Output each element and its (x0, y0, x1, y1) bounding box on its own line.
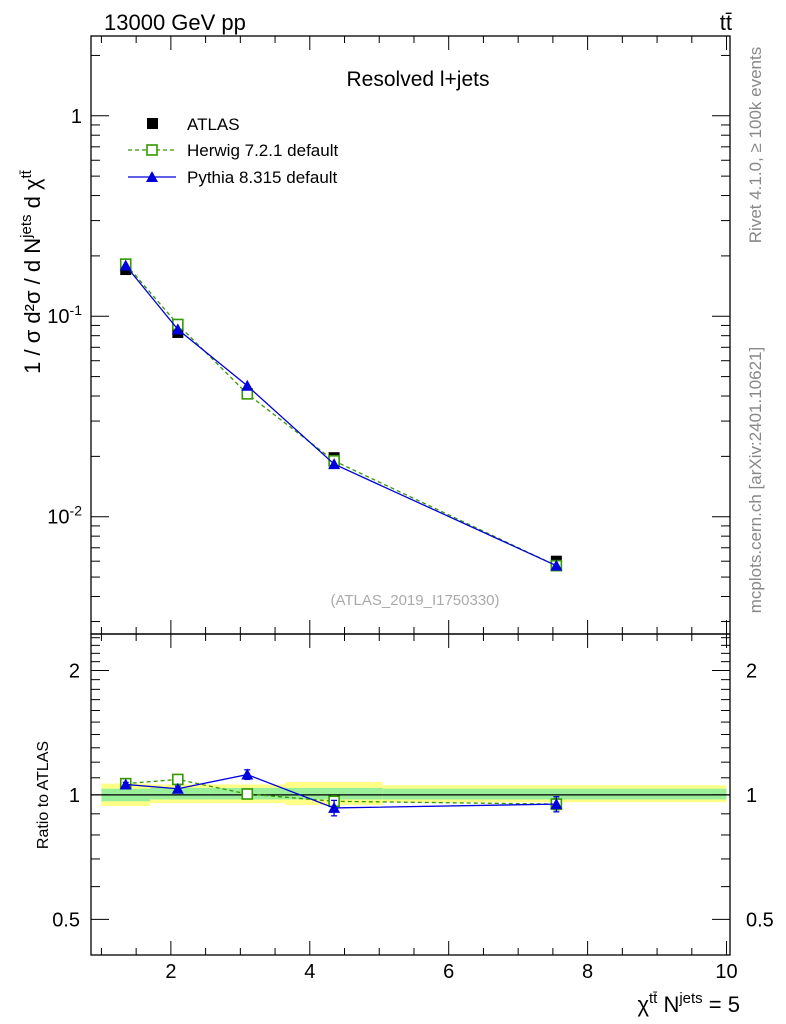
ratio-pythia-point (119, 778, 132, 790)
legend-entry-atlas: ATLAS (147, 115, 240, 134)
main-panel: 1 10-1 10-2 Resolved l+jets (ATLAS_2019_I1… (18, 35, 731, 635)
ratio-y-tick-labels: 2 2 1 1 0.5 0.5 (52, 660, 774, 931)
main-pythia-line (125, 265, 557, 567)
analysis-watermark: (ATLAS_2019_I1750330) (330, 592, 499, 609)
x-tick-label: 8 (582, 961, 593, 983)
ratio-y-tick-label-left: 0.5 (52, 909, 80, 931)
x-tick-label: 6 (443, 961, 454, 983)
ratio-y-tick-label-left: 2 (69, 660, 80, 682)
x-tick-labels: 2 4 6 8 10 (165, 961, 737, 983)
ratio-y-tick-label-right: 0.5 (746, 909, 774, 931)
y-tick-label: 10-1 (47, 302, 82, 328)
process-label: tt̄ (720, 10, 732, 35)
main-pythia-point (550, 559, 563, 571)
x-tick-label: 10 (715, 961, 737, 983)
ratio-axis-ticks (91, 634, 730, 955)
ratio-panel: 2 2 1 1 0.5 0.5 2 4 6 8 10 Ratio to ATLAS χtt̄ Nj… (35, 633, 774, 1017)
main-pythia-point (171, 323, 184, 335)
stat-uncertainty-band (285, 787, 383, 800)
main-y-axis-label: 1 / σ d²σ / d Njets d χtt̄ (18, 169, 45, 374)
legend-entry-pythia: Pythia 8.315 default (128, 168, 338, 187)
main-herwig-line (125, 263, 557, 567)
ratio-pythia-point (328, 801, 341, 813)
y-tick-label: 10-2 (47, 503, 82, 529)
main-y-tick-labels: 1 10-1 10-2 (47, 106, 82, 529)
ratio-pythia-point (241, 768, 254, 780)
main-pythia-point (241, 379, 254, 391)
legend-herwig-label: Herwig 7.2.1 default (187, 141, 338, 160)
x-tick-label: 2 (165, 961, 176, 983)
main-pythia-point (328, 458, 341, 470)
ratio-pythia-point (171, 782, 184, 794)
ratio-y-tick-label-right: 2 (746, 660, 757, 682)
y-tick-label: 1 (71, 106, 82, 128)
chart-title: Resolved l+jets (347, 68, 490, 91)
ratio-herwig-point (241, 788, 254, 800)
legend: ATLAS Herwig 7.2.1 default Pythia 8.315 … (128, 115, 338, 187)
legend-pythia-marker (146, 171, 158, 182)
x-axis-label: χtt̄ Njets = 5 (637, 990, 740, 1017)
x-tick-label: 4 (304, 961, 315, 983)
legend-pythia-label: Pythia 8.315 default (187, 168, 338, 187)
legend-atlas-marker (147, 118, 158, 129)
main-pythia-point (119, 259, 132, 271)
legend-entry-herwig: Herwig 7.2.1 default (128, 141, 338, 160)
ratio-series-layer (119, 768, 563, 817)
main-axis-ticks (91, 36, 730, 634)
ratio-y-axis-label: Ratio to ATLAS (35, 741, 52, 849)
ratio-pythia-point (550, 798, 563, 810)
rivet-version-label: Rivet 4.1.0, ≥ 100k events (746, 47, 765, 243)
mcplots-source-label: mcplots.cern.ch [arXiv:2401.10621] (746, 347, 765, 613)
energy-label: 13000 GeV pp (104, 10, 246, 35)
ratio-y-tick-label-left: 1 (69, 785, 80, 807)
main-series-layer (119, 258, 563, 572)
legend-herwig-marker (146, 144, 158, 156)
ratio-y-tick-label-right: 1 (746, 785, 757, 807)
stat-uncertainty-band (382, 788, 727, 800)
legend-atlas-label: ATLAS (187, 115, 240, 134)
